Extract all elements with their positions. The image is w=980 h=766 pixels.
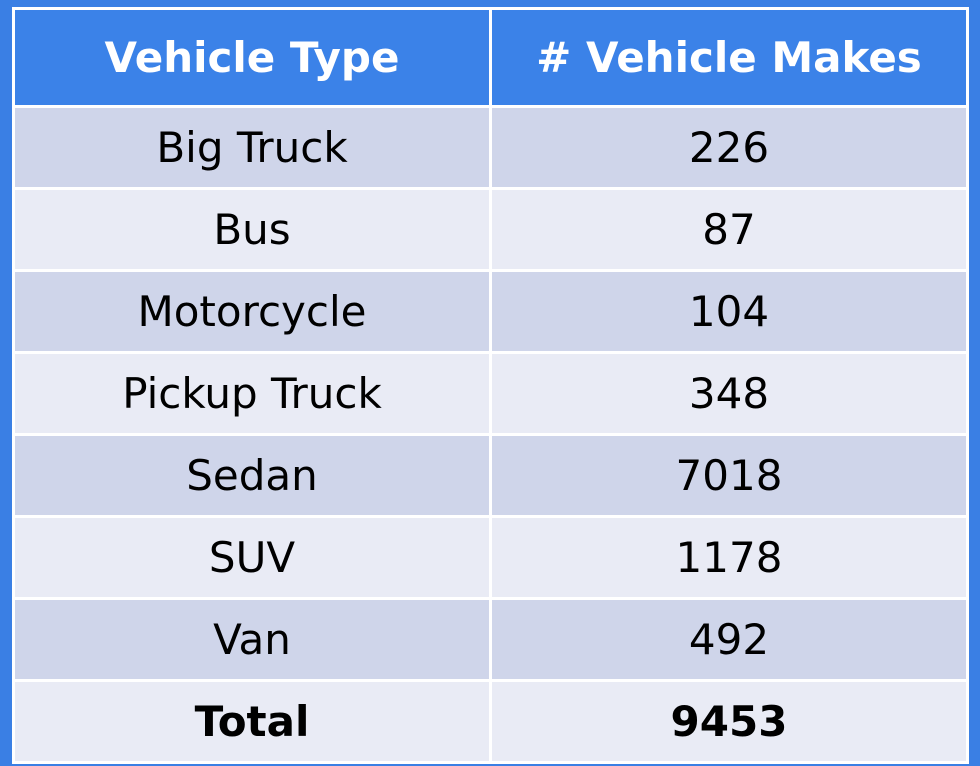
total-label-cell: Total bbox=[12, 679, 492, 764]
table-row: Bus 87 bbox=[12, 187, 969, 272]
header-vehicle-makes: # Vehicle Makes bbox=[489, 7, 969, 108]
vehicle-type-cell: Big Truck bbox=[12, 105, 492, 190]
vehicle-type-cell: Pickup Truck bbox=[12, 351, 492, 436]
vehicle-makes-cell: 226 bbox=[489, 105, 969, 190]
table-row: Sedan 7018 bbox=[12, 433, 969, 518]
total-row: Total 9453 bbox=[12, 679, 969, 764]
vehicle-makes-cell: 348 bbox=[489, 351, 969, 436]
vehicle-makes-cell: 1178 bbox=[489, 515, 969, 600]
vehicle-type-cell: Motorcycle bbox=[12, 269, 492, 354]
total-value-cell: 9453 bbox=[489, 679, 969, 764]
table-row: Van 492 bbox=[12, 597, 969, 682]
vehicle-makes-cell: 104 bbox=[489, 269, 969, 354]
vehicle-makes-cell: 492 bbox=[489, 597, 969, 682]
table-row: Pickup Truck 348 bbox=[12, 351, 969, 436]
vehicle-type-cell: SUV bbox=[12, 515, 492, 600]
vehicle-type-cell: Bus bbox=[12, 187, 492, 272]
table-row: Big Truck 226 bbox=[12, 105, 969, 190]
table-row: Motorcycle 104 bbox=[12, 269, 969, 354]
vehicle-type-cell: Van bbox=[12, 597, 492, 682]
vehicle-makes-cell: 7018 bbox=[489, 433, 969, 518]
table-row: SUV 1178 bbox=[12, 515, 969, 600]
table-header-row: Vehicle Type # Vehicle Makes bbox=[12, 7, 969, 108]
vehicle-type-cell: Sedan bbox=[12, 433, 492, 518]
vehicle-makes-table: Vehicle Type # Vehicle Makes Big Truck 2… bbox=[12, 7, 969, 764]
vehicle-makes-cell: 87 bbox=[489, 187, 969, 272]
header-vehicle-type: Vehicle Type bbox=[12, 7, 492, 108]
